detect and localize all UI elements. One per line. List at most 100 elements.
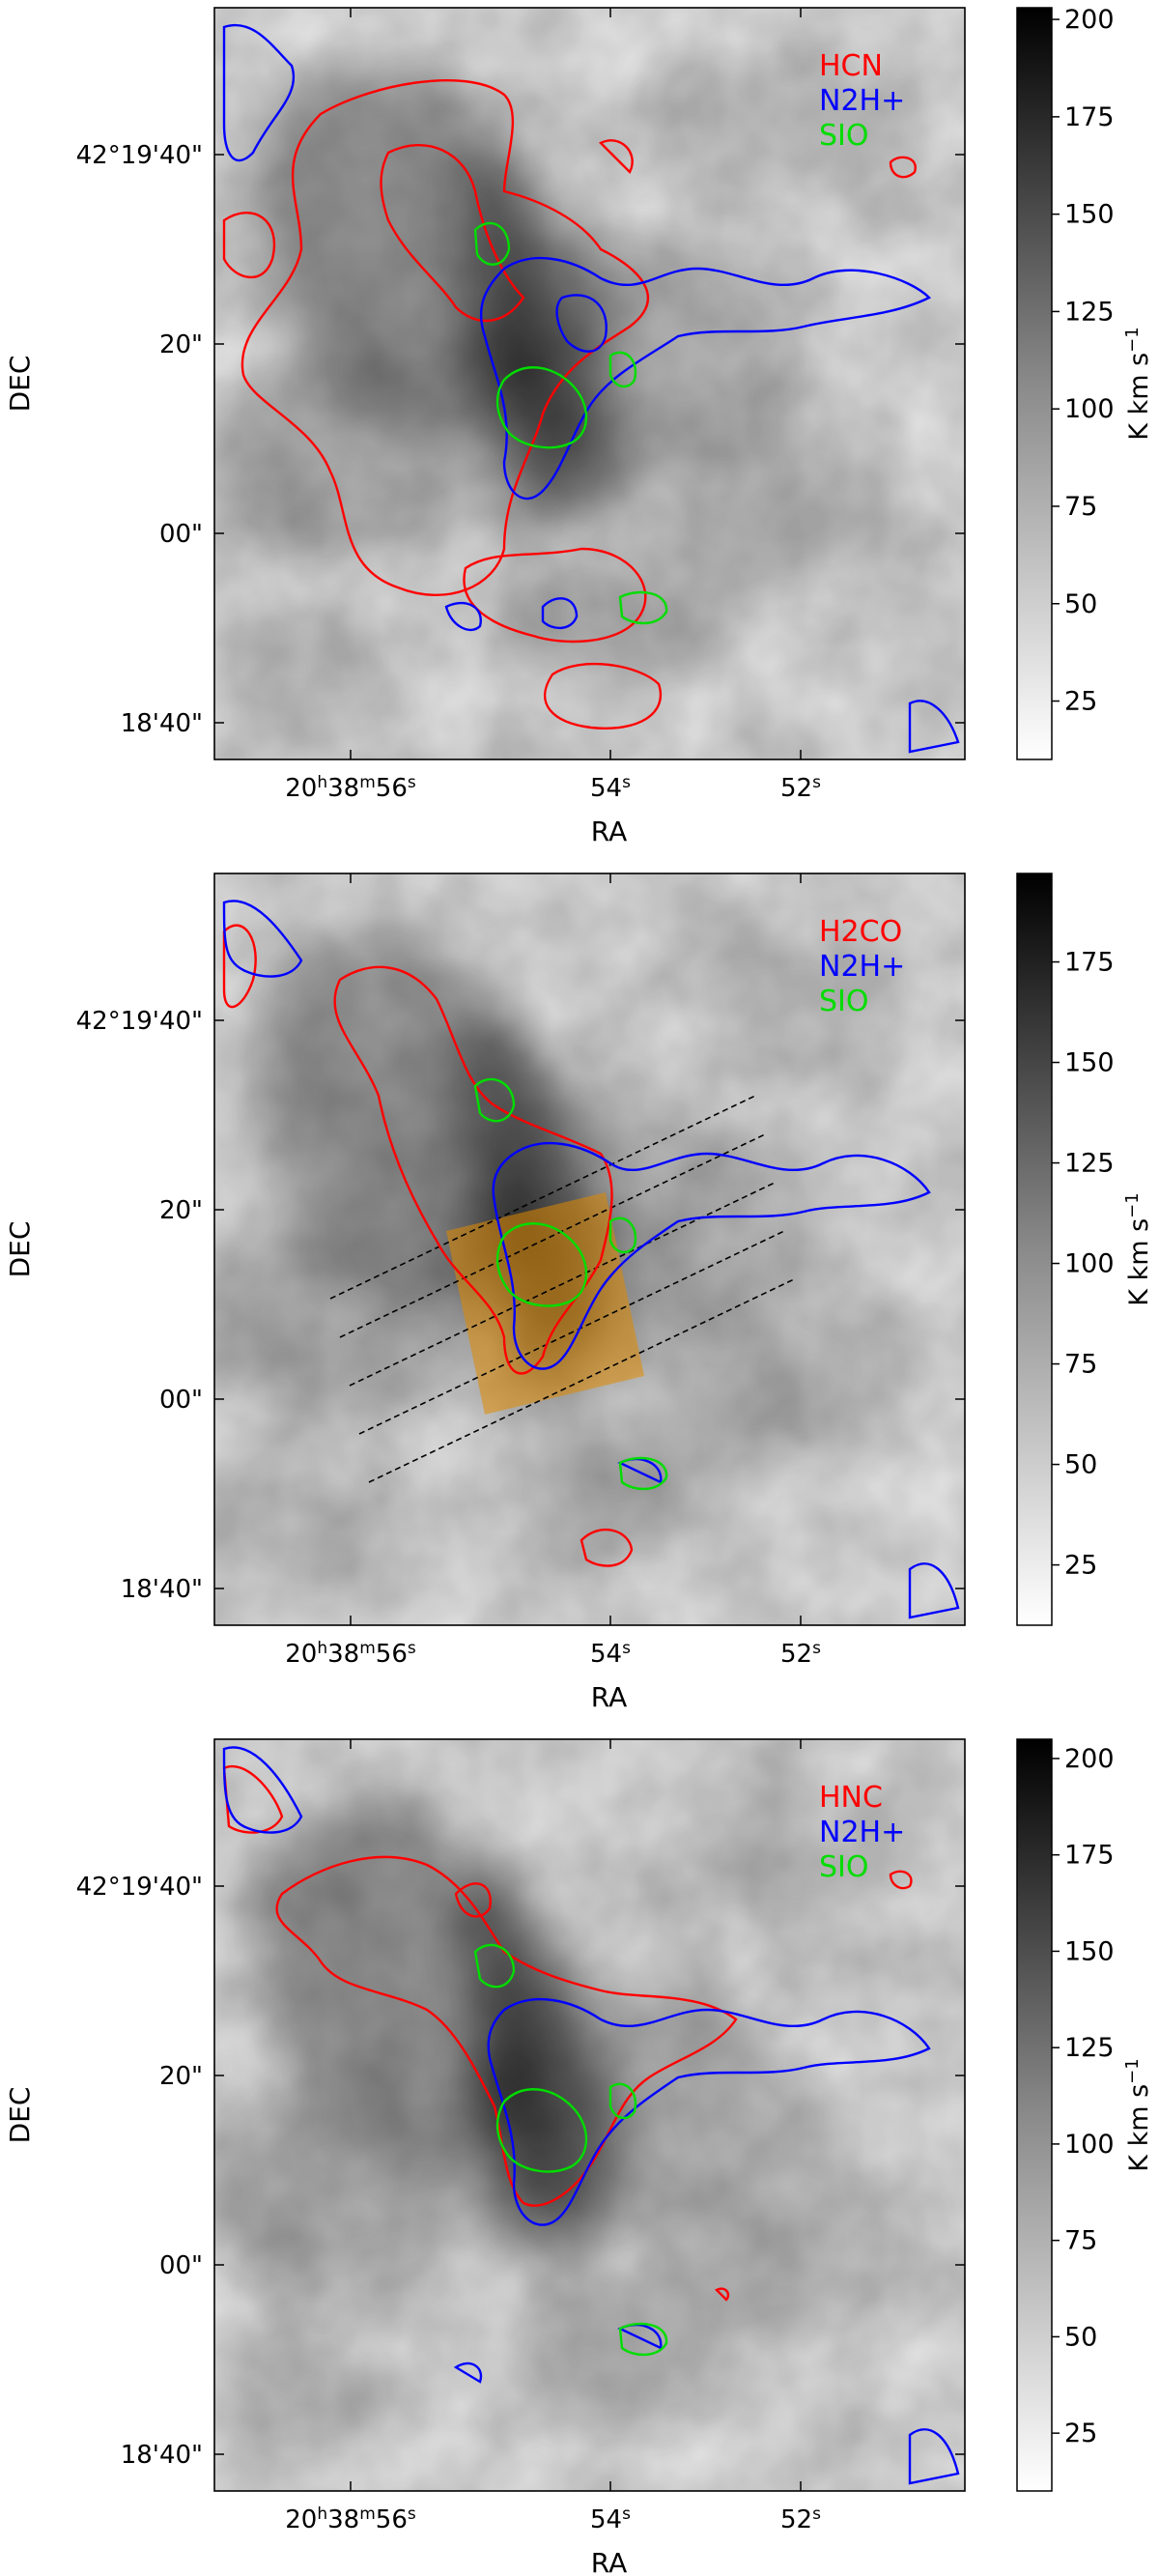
legend-entry: HCN — [819, 49, 883, 83]
heatmap-image — [214, 1739, 965, 2491]
y-axis-label: DEC — [4, 1221, 36, 1278]
contour-red — [543, 662, 662, 730]
colorbar-tick-label: 50 — [1064, 2322, 1097, 2352]
y-tick-label: 20" — [159, 2062, 203, 2091]
x-tick-label: 52s — [780, 1639, 821, 1669]
contour-blue — [222, 1746, 303, 1834]
colorbar-tick-label: 200 — [1064, 5, 1115, 35]
y-tick-label: 42°19'40" — [76, 141, 203, 170]
colorbar — [1016, 873, 1053, 1626]
contour-blue — [222, 900, 303, 978]
cut-line — [349, 1182, 776, 1387]
y-axis-label: DEC — [4, 356, 36, 413]
y-tick-label: 20" — [159, 330, 203, 359]
region-highlight — [446, 1192, 644, 1415]
y-tick-label: 18'40" — [121, 2441, 203, 2470]
x-tick-label: 52s — [780, 773, 821, 803]
legend-entry: N2H+ — [819, 1816, 905, 1849]
legend-entry: N2H+ — [819, 84, 905, 118]
cut-line — [358, 1230, 785, 1435]
plot-frame — [213, 1738, 966, 2492]
panel-3: 20h38m56s 54s 52s 42°19'40" 20" 00" 18'40" RA DE… — [4, 1738, 1154, 2576]
colorbar-tick-label: 150 — [1064, 1048, 1115, 1078]
y-tick-label: 18'40" — [121, 709, 203, 738]
contour-red — [889, 156, 917, 179]
x-axis-label: RA — [591, 2547, 627, 2576]
x-axis-label: RA — [591, 816, 627, 847]
colorbar-label: K km s−1 — [1122, 1192, 1154, 1305]
colorbar-tick-label: 150 — [1064, 200, 1115, 230]
contour-green — [473, 221, 511, 266]
contour-green — [495, 1222, 588, 1307]
contour-green — [495, 2088, 588, 2173]
colorbar-tick-label: 200 — [1064, 1744, 1115, 1774]
contour-red — [714, 2287, 730, 2302]
plot-frame — [213, 873, 966, 1626]
colorbar — [1016, 1738, 1053, 2492]
colorbar-tick-label: 125 — [1064, 1149, 1115, 1179]
contour-blue — [908, 700, 960, 754]
y-tick-label: 00" — [159, 520, 203, 549]
y-axis-label: DEC — [4, 2087, 36, 2144]
colorbar-tick-label: 150 — [1064, 1936, 1115, 1966]
contour-red — [333, 965, 613, 1375]
y-tick-label: 42°19'40" — [76, 1007, 203, 1036]
contour-blue — [908, 1562, 960, 1619]
x-tick-label: 52s — [780, 2504, 821, 2534]
colorbar-tick-label: 175 — [1064, 102, 1115, 132]
colorbar-tick-label: 100 — [1064, 1249, 1115, 1279]
contour-red — [222, 924, 257, 1009]
legend-entry: SIO — [819, 1850, 869, 1884]
panel-1: 20h38m56s 54s 52s 42°19'40" 20" 00" 18'40" RA DE… — [4, 5, 1154, 847]
contour-blue — [444, 601, 482, 632]
contour-green — [618, 2322, 668, 2357]
panel-2: 20h38m56s 54s 52s 42°19'40" 20" 00" 18'40" RA DE… — [4, 873, 1154, 1713]
colorbar-label: K km s−1 — [1122, 2058, 1154, 2171]
contour-blue — [487, 1997, 931, 2226]
colorbar-tick-label: 125 — [1064, 297, 1115, 327]
contour-red — [889, 1870, 913, 1890]
cut-line — [339, 1133, 766, 1338]
contour-red — [222, 1764, 284, 1834]
colorbar-tick-label: 100 — [1064, 2130, 1115, 2160]
colorbar-tick-label: 50 — [1064, 589, 1097, 619]
colorbar — [1016, 7, 1053, 760]
contour-green — [495, 366, 588, 449]
y-tick-label: 00" — [159, 2251, 203, 2280]
cut-line — [329, 1095, 756, 1300]
contour-red — [222, 211, 275, 278]
contour-blue — [453, 2361, 483, 2384]
contour-red — [454, 1882, 492, 1918]
contour-red — [598, 139, 634, 175]
contour-green — [618, 590, 668, 625]
contour-green — [618, 1456, 668, 1491]
legend-entry: SIO — [819, 985, 869, 1018]
colorbar-tick-label: 125 — [1064, 2033, 1115, 2063]
contour-blue — [479, 256, 932, 501]
contour-green — [608, 351, 637, 388]
colorbar-tick-label: 25 — [1064, 687, 1097, 717]
x-tick-label: 54s — [590, 1639, 631, 1669]
contour-green — [608, 1216, 637, 1254]
colorbar-tick-label: 175 — [1064, 948, 1115, 978]
contour-blue — [222, 23, 295, 161]
x-tick-label: 54s — [590, 2504, 631, 2534]
colorbar-tick-label: 100 — [1064, 394, 1115, 424]
colorbar-tick-label: 25 — [1064, 2419, 1097, 2448]
contour-blue — [908, 2428, 960, 2485]
x-tick-label: 20h38m56s — [285, 773, 416, 803]
heatmap-image — [214, 8, 965, 759]
heatmap-image — [214, 873, 965, 1625]
colorbar-tick-label: 175 — [1064, 1841, 1115, 1871]
y-tick-label: 00" — [159, 1386, 203, 1415]
contour-red — [580, 1529, 634, 1567]
contour-red — [240, 78, 650, 596]
y-tick-label: 20" — [159, 1196, 203, 1225]
contour-green — [608, 2082, 637, 2120]
contour-blue — [492, 1141, 931, 1370]
contour-blue — [541, 597, 579, 630]
x-axis-label: RA — [591, 1681, 627, 1713]
y-tick-label: 18'40" — [121, 1575, 203, 1604]
colorbar-tick-label: 50 — [1064, 1450, 1097, 1480]
